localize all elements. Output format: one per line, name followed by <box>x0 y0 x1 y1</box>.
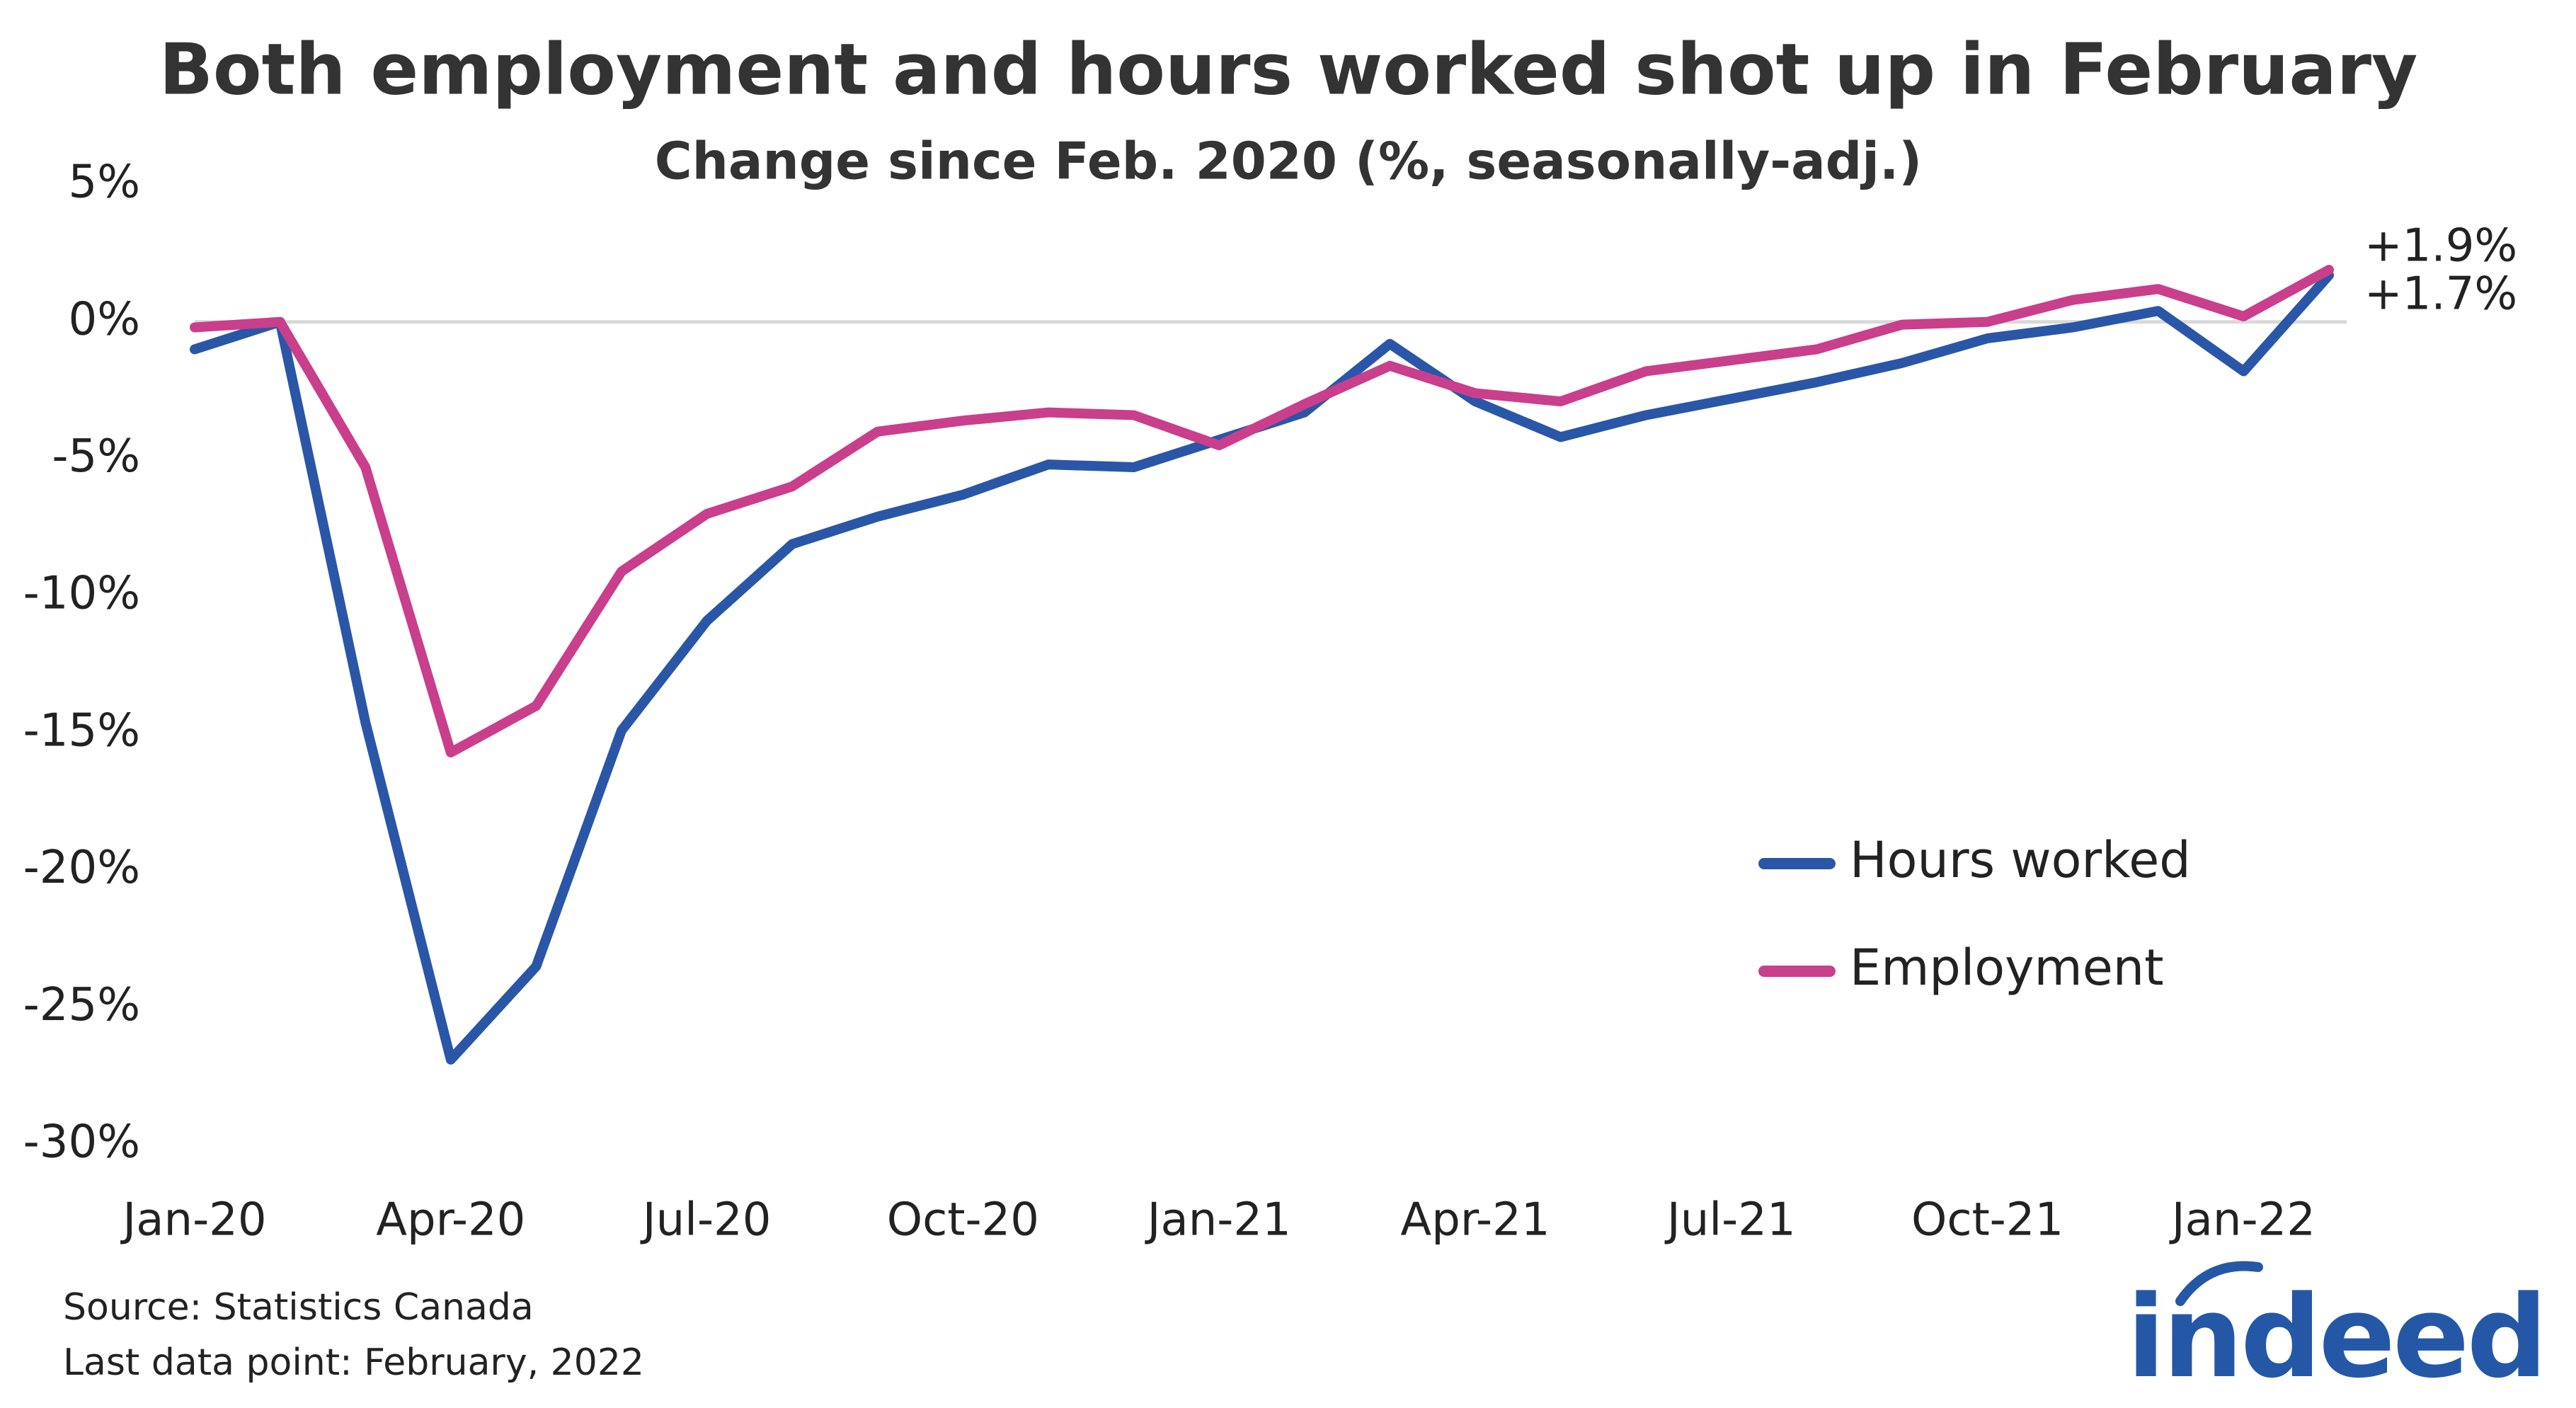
y-tick-label: -30% <box>23 1116 140 1169</box>
end-label: +1.7% <box>2364 268 2517 320</box>
y-tick-label: -15% <box>23 704 140 757</box>
x-tick-label: Jan-22 <box>2169 1194 2315 1247</box>
x-tick-label: Jan-20 <box>120 1194 266 1247</box>
x-tick-label: Oct-20 <box>887 1194 1039 1247</box>
series-line <box>190 265 2334 757</box>
chart-title: Both employment and hours worked shot up… <box>159 28 2418 110</box>
x-tick-label: Apr-20 <box>376 1194 525 1247</box>
source: Source: Statistics Canada <box>63 1286 534 1329</box>
x-tick-label: Apr-21 <box>1400 1194 1550 1247</box>
x-tick-label: Jul-20 <box>640 1194 772 1247</box>
legend-label: Employment <box>1850 939 2164 997</box>
x-tick-label: Jul-21 <box>1664 1194 1796 1247</box>
end-label: +1.9% <box>2364 220 2517 273</box>
y-tick-label: 5% <box>68 156 140 209</box>
x-tick-label: Oct-21 <box>1911 1194 2063 1247</box>
y-tick-label: 0% <box>68 293 140 345</box>
logo-arc <box>2175 1261 2263 1306</box>
logo: indeed <box>2126 1271 2545 1403</box>
y-tick-label: -10% <box>23 568 140 620</box>
legend-label: Hours worked <box>1850 831 2191 889</box>
y-tick-label: -20% <box>23 842 140 894</box>
note: Last data point: February, 2022 <box>63 1341 644 1384</box>
y-tick-label: -25% <box>23 979 140 1031</box>
x-tick-label: Jan-21 <box>1145 1194 1291 1247</box>
y-tick-label: -5% <box>52 430 140 483</box>
chart-subtitle: Change since Feb. 2020 (%, seasonally-ad… <box>655 132 1922 191</box>
